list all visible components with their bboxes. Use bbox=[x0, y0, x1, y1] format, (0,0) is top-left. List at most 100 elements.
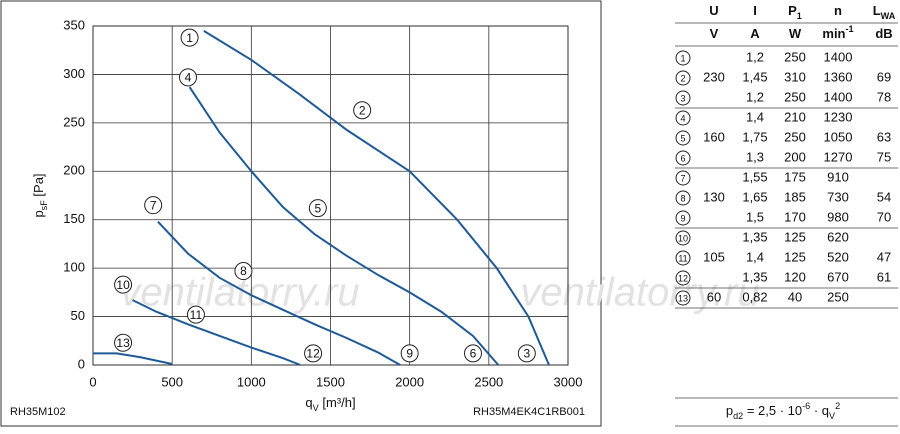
table-cell: 250 bbox=[784, 89, 806, 104]
table-cell: 620 bbox=[827, 229, 849, 244]
curve bbox=[157, 220, 401, 366]
table-cell: 1,75 bbox=[742, 129, 767, 144]
table-cell: 54 bbox=[877, 189, 891, 204]
row-circle bbox=[675, 290, 691, 306]
table-cell: 170 bbox=[784, 209, 806, 224]
row-index: 5 bbox=[680, 133, 685, 143]
table-cell: 78 bbox=[877, 89, 891, 104]
text-part: [m³/h] bbox=[319, 395, 356, 410]
annotation: 6 bbox=[470, 347, 477, 361]
table-unit: V bbox=[710, 26, 719, 41]
annotation-circle bbox=[114, 275, 133, 294]
footer-left: RH35M102 bbox=[10, 406, 66, 418]
table-header: P1 bbox=[788, 3, 802, 21]
x-axis-label: qV [m³/h] bbox=[305, 395, 355, 413]
text-part: p bbox=[31, 210, 46, 217]
x-tick-label: 1500 bbox=[316, 374, 345, 389]
table-cell: 75 bbox=[877, 149, 891, 164]
watermark: ventilatorry.ru bbox=[520, 271, 759, 315]
subscript: V bbox=[829, 411, 836, 421]
annotation: 1 bbox=[186, 31, 193, 45]
supscript: 2 bbox=[835, 401, 840, 411]
table-cell: 1,35 bbox=[742, 269, 767, 284]
table-cell: 1,45 bbox=[742, 69, 767, 84]
annotation-circle bbox=[179, 68, 197, 87]
row-circle bbox=[675, 110, 691, 126]
text-part: [Pa] bbox=[31, 173, 46, 200]
row-circle bbox=[675, 130, 691, 146]
row-circle bbox=[675, 210, 691, 226]
y-tick-label: 150 bbox=[63, 211, 85, 226]
annotation: 12 bbox=[306, 347, 320, 361]
table-cell: 1,4 bbox=[746, 109, 764, 124]
table-cell: 730 bbox=[827, 189, 849, 204]
table-cell: 1,65 bbox=[742, 189, 767, 204]
annotation: 5 bbox=[314, 201, 321, 215]
table-cell: 105 bbox=[703, 249, 725, 264]
text-part: n bbox=[834, 3, 842, 18]
x-tick-label: 1000 bbox=[237, 374, 266, 389]
table-cell: 1,35 bbox=[742, 229, 767, 244]
y-tick-label: 250 bbox=[63, 114, 85, 129]
text-part: = 2,5 · 10 bbox=[743, 403, 802, 418]
row-circle bbox=[675, 250, 691, 266]
annotation: 11 bbox=[190, 308, 203, 322]
row-circle bbox=[675, 230, 691, 246]
y-axis-label: psF [Pa] bbox=[31, 173, 49, 217]
y-tick-label: 300 bbox=[63, 66, 85, 81]
annotation: 8 bbox=[240, 264, 247, 278]
annotation-circle bbox=[180, 28, 199, 47]
table-cell: 120 bbox=[784, 269, 806, 284]
y-tick-label: 200 bbox=[63, 163, 85, 178]
table-header: U bbox=[709, 3, 718, 18]
table-cell: 210 bbox=[784, 109, 806, 124]
annotation-circle bbox=[353, 101, 372, 120]
y-tick-label: 350 bbox=[63, 17, 85, 32]
annotation: 10 bbox=[116, 278, 130, 292]
x-tick-label: 2500 bbox=[474, 374, 503, 389]
table-cell: 670 bbox=[827, 269, 849, 284]
supscript: -6 bbox=[802, 401, 810, 411]
formula: pd2 = 2,5 · 10-6 · qV2 bbox=[726, 401, 840, 421]
table-cell: 1,2 bbox=[746, 89, 764, 104]
row-index: 10 bbox=[678, 233, 688, 243]
text-part: dB bbox=[875, 26, 892, 41]
table-cell: 63 bbox=[877, 129, 891, 144]
supscript: -1 bbox=[846, 24, 854, 34]
x-tick-label: 3000 bbox=[554, 374, 583, 389]
table-cell: 60 bbox=[707, 289, 721, 304]
curve bbox=[203, 29, 550, 366]
row-index: 8 bbox=[680, 193, 685, 203]
table-cell: 250 bbox=[784, 129, 806, 144]
text-part: · q bbox=[810, 403, 829, 418]
table-cell: 1,4 bbox=[746, 249, 764, 264]
text-part: A bbox=[750, 26, 760, 41]
row-index: 7 bbox=[680, 173, 685, 183]
annotation-circle bbox=[308, 199, 327, 218]
row-circle bbox=[675, 170, 691, 186]
text-part: L bbox=[873, 3, 881, 18]
annotation-circle bbox=[144, 196, 163, 215]
table-cell: 125 bbox=[784, 229, 806, 244]
table-cell: 1,3 bbox=[746, 149, 764, 164]
annotation-circle bbox=[186, 305, 205, 324]
subscript: 1 bbox=[797, 11, 802, 21]
y-tick-label: 100 bbox=[63, 260, 85, 275]
table-unit: dB bbox=[875, 26, 892, 41]
text-part: I bbox=[753, 3, 757, 18]
curve bbox=[132, 299, 301, 366]
text-part: W bbox=[789, 26, 802, 41]
table-cell: 160 bbox=[703, 129, 725, 144]
annotation: 4 bbox=[185, 71, 192, 85]
annotation-circle bbox=[234, 262, 253, 281]
row-index: 3 bbox=[680, 93, 685, 103]
row-index: 13 bbox=[678, 293, 688, 303]
y-tick-label: 0 bbox=[78, 356, 85, 371]
curve bbox=[93, 352, 173, 366]
annotation: 13 bbox=[116, 336, 130, 350]
annotation-circle bbox=[517, 344, 536, 363]
table-cell: 40 bbox=[788, 289, 802, 304]
table-cell: 1270 bbox=[824, 149, 853, 164]
table-cell: 47 bbox=[877, 249, 891, 264]
table-cell: 1400 bbox=[824, 49, 853, 64]
